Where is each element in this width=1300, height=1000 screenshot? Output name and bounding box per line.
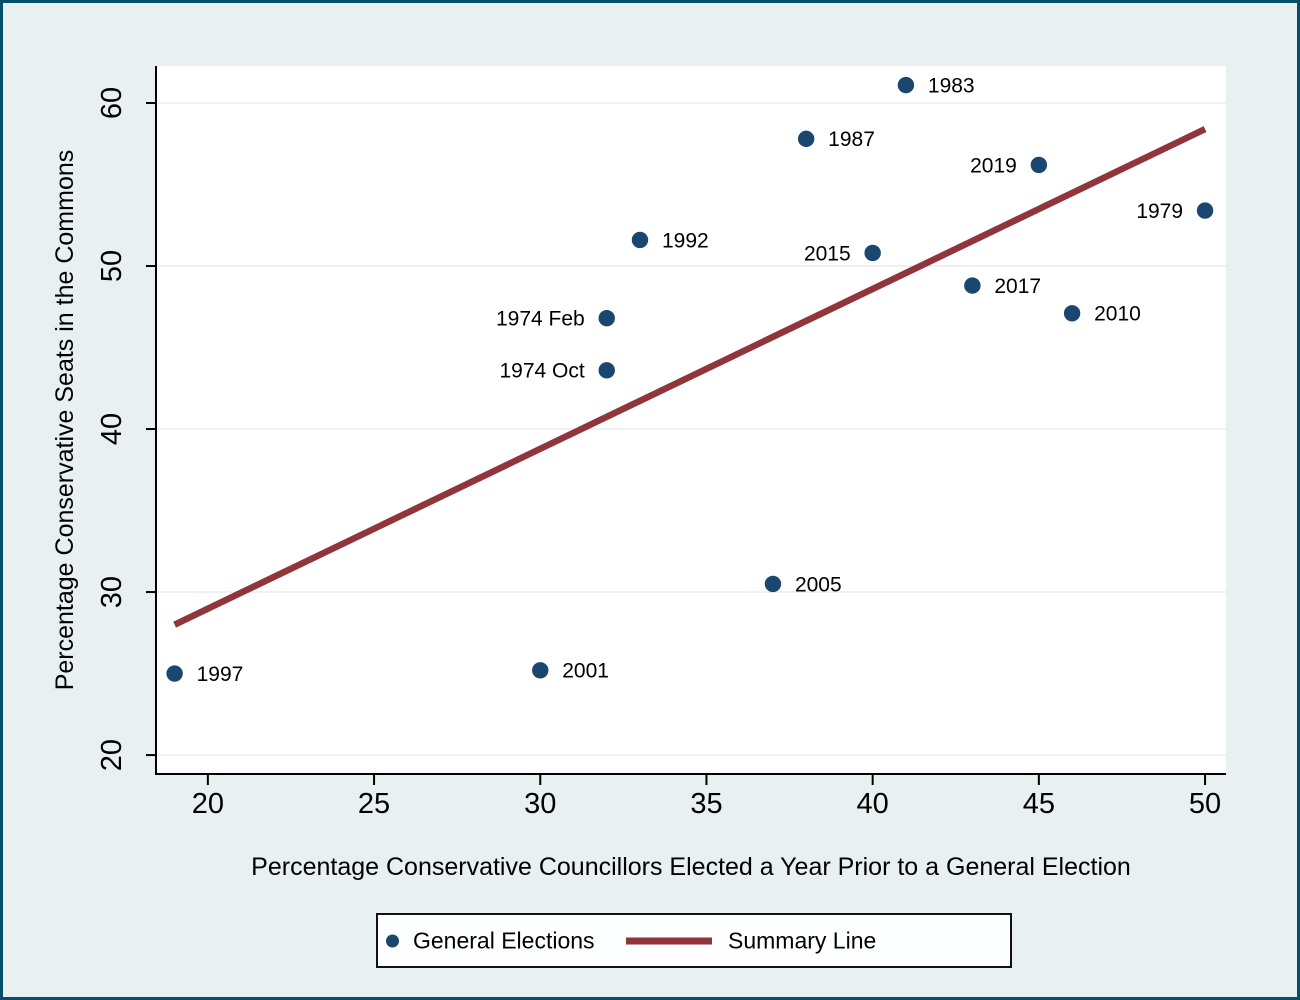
point-2017 [964,277,981,294]
point-label-1987: 1987 [828,128,875,151]
x-tick-label-40: 40 [857,788,889,820]
y-tick-label-50: 50 [96,250,128,282]
point-2005 [764,575,782,593]
point-label-1979: 1979 [1136,200,1183,223]
point-label-2010: 2010 [1094,303,1141,326]
point-label-2005: 2005 [795,573,842,596]
point-1997 [166,665,183,682]
y-tick-label-40: 40 [96,413,128,445]
line-marker-icon [626,937,712,944]
x-axis-title: Percentage Conservative Councillors Elec… [251,853,1131,881]
legend-item-general-elections: General Elections [386,927,595,954]
x-tick-label-30: 30 [524,788,556,820]
legend-label-general-elections: General Elections [413,927,595,953]
point-1979 [1196,202,1214,219]
summary-line [173,126,1207,628]
point-label-2015: 2015 [804,242,851,265]
y-tick-label-20: 20 [96,739,128,771]
legend: General Elections Summary Line [376,913,1012,968]
point-label-1997: 1997 [197,663,244,686]
point-label-2001: 2001 [562,660,609,683]
legend-item-summary-line: Summary Line [626,927,876,954]
x-tick-label-45: 45 [1023,788,1055,820]
x-tick-label-50: 50 [1189,788,1221,820]
y-tick-label-30: 30 [96,576,128,608]
point-label-1974-feb: 1974 Feb [496,308,585,331]
x-tick-label-35: 35 [690,788,722,820]
point-1992 [631,231,649,249]
point-2019 [1030,156,1048,174]
point-label-1974-oct: 1974 Oct [500,360,585,383]
y-axis-title: Percentage Conservative Seats in the Com… [51,150,79,691]
point-label-2017: 2017 [994,275,1041,298]
y-tick-label-60: 60 [96,87,128,119]
legend-label-summary-line: Summary Line [728,927,877,953]
plot-background [157,66,1226,773]
point-label-1992: 1992 [662,229,709,252]
point-2015 [864,244,881,262]
x-tick-label-25: 25 [358,788,390,820]
x-tick-label-20: 20 [192,788,224,820]
point-label-1983: 1983 [928,74,975,97]
point-1974-feb [598,309,615,327]
point-label-2019: 2019 [970,154,1017,177]
scatter-marker-icon [386,934,399,947]
point-2010 [1063,305,1081,322]
point-1974-oct [598,362,615,379]
point-2001 [532,662,549,679]
plot-area: 20 30 40 50 60 20 25 30 35 40 45 50 1997 2001 2005 1974… [96,66,1226,820]
point-1983 [897,76,915,94]
point-1987 [797,130,815,148]
